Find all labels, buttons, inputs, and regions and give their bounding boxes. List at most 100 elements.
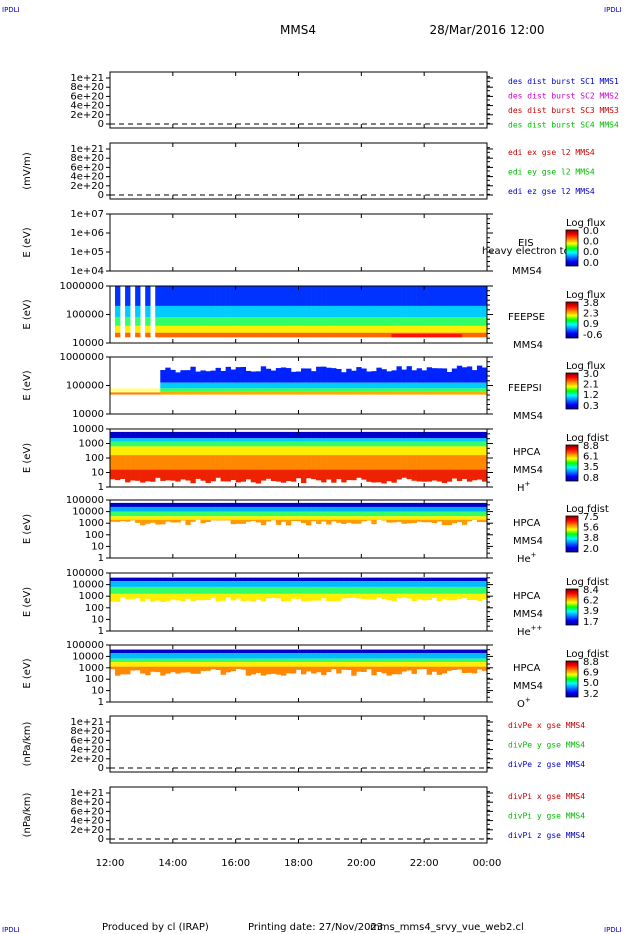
- spectrogram-cell: [225, 593, 231, 598]
- spectrogram-cell: [411, 325, 417, 333]
- spectrogram-cell: [386, 662, 392, 667]
- spectrogram-cell: [426, 305, 433, 318]
- spectrogram-cell: [260, 325, 267, 333]
- spectrogram-cell: [331, 286, 337, 306]
- spectrogram-cell: [175, 286, 181, 306]
- colorbar-title: Log flux: [566, 218, 606, 229]
- spectrogram-cell: [210, 441, 216, 447]
- spectrogram-cell: [391, 577, 397, 582]
- y-tick-label: 1000000: [59, 281, 104, 292]
- spectrogram-cell: [285, 455, 292, 470]
- spectrogram-cell: [371, 317, 377, 326]
- spectrogram-cell: [140, 519, 146, 526]
- spectrogram-cell: [301, 469, 307, 484]
- spectrogram-cell: [205, 317, 211, 326]
- spectrogram-cell: [170, 305, 176, 318]
- spectrogram-cell: [265, 593, 272, 599]
- spectrogram-cell: [165, 658, 171, 663]
- spectrogram-cell: [461, 519, 468, 525]
- spectrogram-cell: [170, 658, 176, 663]
- spectrogram-cell: [215, 286, 221, 306]
- spectrogram-cell: [155, 431, 161, 439]
- footer-printing-date: Printing date: 27/Nov/2023: [248, 922, 383, 933]
- spectrogram-cell: [225, 469, 231, 482]
- spectrogram-cell: [170, 382, 176, 389]
- spectrogram-cell: [195, 586, 201, 594]
- spectrogram-cell: [240, 593, 247, 602]
- spectrogram-cell: [230, 658, 236, 663]
- spectrogram-cell: [230, 431, 236, 439]
- spectrogram-cell: [436, 431, 443, 439]
- spectrogram-cell: [125, 581, 131, 587]
- spectrogram-cell: [210, 431, 216, 439]
- spectrogram-cell: [431, 516, 438, 520]
- spectrogram-cell: [175, 662, 181, 667]
- spectrogram-cell: [285, 286, 292, 306]
- spectrogram-cell: [175, 317, 181, 326]
- spectrogram-cell: [396, 586, 402, 594]
- spectrogram-cell: [391, 446, 397, 456]
- spectrogram-cell: [230, 305, 236, 318]
- spectrogram-cell: [406, 502, 412, 507]
- spectrogram-cell: [306, 325, 312, 333]
- spectrogram-cell: [200, 662, 206, 667]
- spectrogram-cell: [301, 368, 307, 383]
- spectrogram-cell: [280, 658, 287, 663]
- spectrogram-cell: [466, 441, 473, 447]
- spectrogram-cell: [205, 658, 211, 663]
- spectrogram-cell: [135, 519, 141, 523]
- spectrogram-cell: [476, 391, 483, 395]
- spectrogram-cell: [326, 511, 332, 517]
- spectrogram-cell: [411, 649, 417, 653]
- spectrogram-cell: [295, 305, 302, 318]
- spectrogram-cell: [421, 506, 427, 512]
- spectrogram-cell: [361, 325, 367, 333]
- spectrogram-feepsi: [110, 365, 488, 395]
- spectrogram-cell: [461, 469, 468, 479]
- spectrogram-cell: [381, 652, 387, 659]
- spectrogram-cell: [245, 519, 252, 522]
- spectrogram-cell: [306, 649, 312, 653]
- spectrogram-cell: [411, 431, 417, 439]
- spectrogram-cell: [406, 658, 412, 663]
- spectrogram-cell: [421, 593, 427, 601]
- spectrogram-cell: [416, 441, 422, 447]
- spectrogram-cell: [376, 438, 382, 442]
- spectrogram-cell: [200, 519, 206, 524]
- spectrogram-cell: [170, 516, 176, 520]
- spectrogram-cell: [120, 658, 126, 663]
- spectrogram-cell: [481, 658, 488, 663]
- spectrogram-cell: [165, 502, 171, 507]
- spectrogram-cell: [210, 519, 216, 521]
- spectrogram-cell: [316, 586, 322, 594]
- spectrogram-cell: [391, 516, 397, 520]
- x-tick-label: 22:00: [410, 858, 439, 869]
- y-tick-label: 10000: [72, 651, 104, 662]
- spectrogram-cell: [366, 286, 372, 306]
- spectrogram-cell: [331, 368, 337, 383]
- spectrogram-cell: [386, 577, 392, 582]
- spectrogram-cell: [301, 586, 307, 594]
- spectrogram-cell: [185, 305, 191, 318]
- spectrogram-cell: [396, 666, 402, 675]
- spectrogram-cell: [446, 286, 453, 306]
- y-axis-label: E (eV): [22, 587, 33, 617]
- spectrogram-cell: [346, 502, 352, 507]
- spectrogram-cell: [295, 438, 302, 442]
- spectrogram-cell: [155, 446, 161, 456]
- spectrogram-cell: [396, 438, 402, 442]
- spectrogram-cell: [466, 519, 473, 522]
- spectrogram-cell: [476, 516, 483, 520]
- spectrogram-cell: [391, 286, 397, 306]
- spectrogram-cell: [215, 662, 221, 667]
- spectrogram-cell: [125, 455, 131, 470]
- y-tick-label: 1000: [79, 518, 104, 529]
- spectrogram-cell: [275, 388, 282, 392]
- spectrogram-cell: [306, 666, 312, 672]
- spectrogram-cell: [331, 516, 337, 520]
- spectrogram-cell: [235, 511, 241, 517]
- spectrogram-cell: [416, 333, 422, 338]
- spectrogram-cell: [130, 649, 136, 653]
- spectrogram-cell: [441, 652, 448, 659]
- spectrogram-cell: [200, 370, 206, 383]
